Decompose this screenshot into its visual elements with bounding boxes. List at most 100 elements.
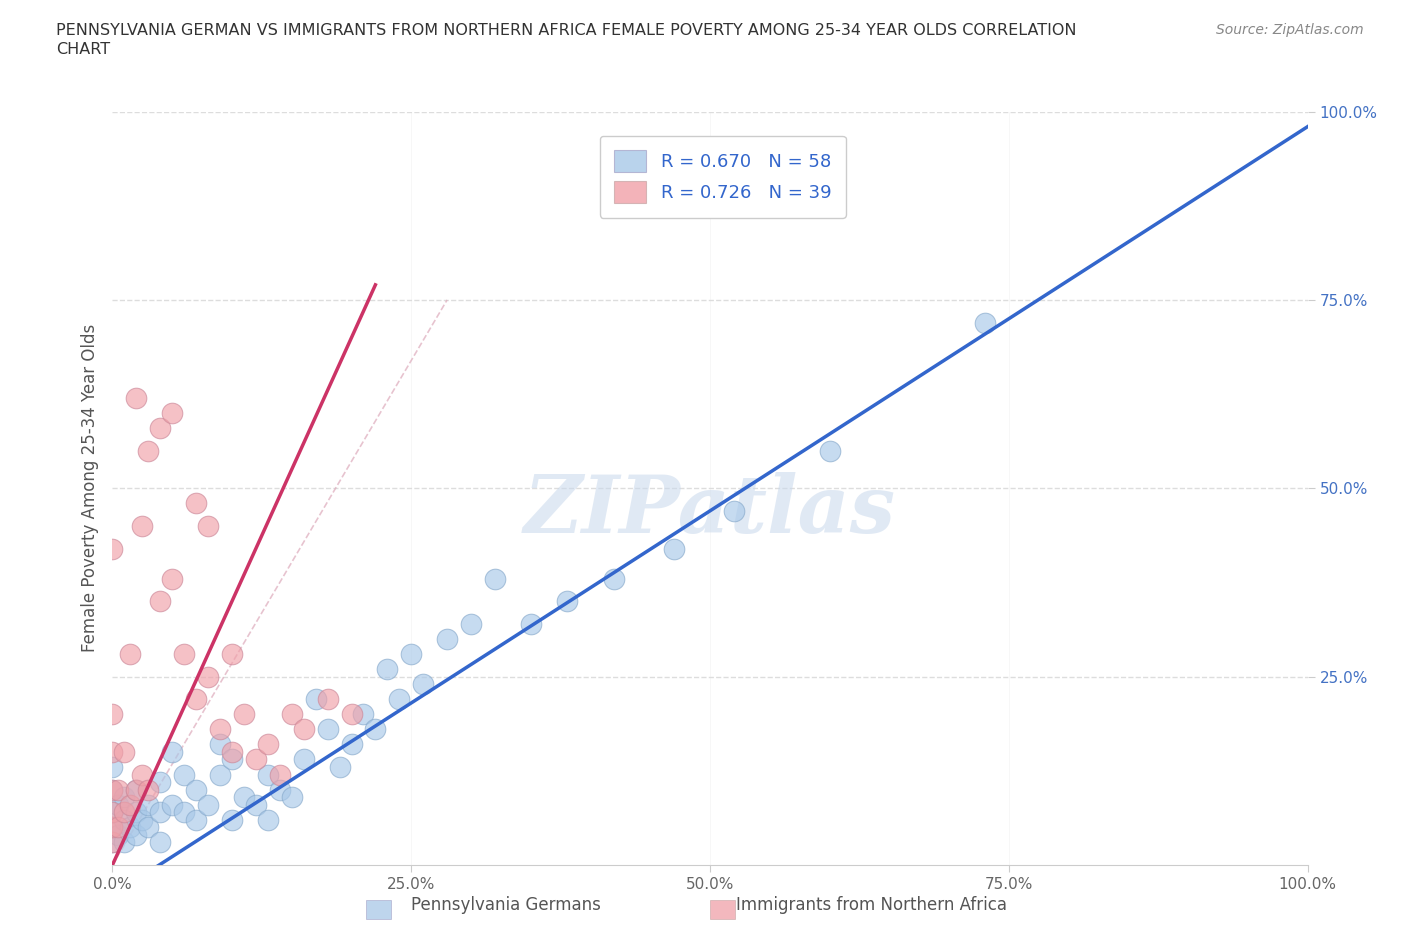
Text: ZIPatlas: ZIPatlas <box>524 472 896 550</box>
Point <box>209 737 232 751</box>
Point <box>340 707 363 722</box>
Point <box>149 594 172 609</box>
Point <box>281 790 304 804</box>
Point <box>412 677 434 692</box>
Point <box>221 646 243 661</box>
Point <box>114 812 135 827</box>
Point <box>197 519 219 534</box>
Point <box>520 617 543 631</box>
Point <box>197 670 219 684</box>
Point <box>101 835 124 850</box>
Point <box>101 782 124 797</box>
Text: Pennsylvania Germans: Pennsylvania Germans <box>411 896 602 913</box>
Point <box>173 646 195 661</box>
Point <box>138 782 160 797</box>
Point <box>125 782 148 797</box>
Point <box>101 804 124 819</box>
Point <box>352 707 374 722</box>
Point <box>436 631 458 646</box>
Point <box>107 782 129 797</box>
Point <box>138 820 160 835</box>
Point <box>209 767 232 782</box>
Point <box>292 752 315 767</box>
Point <box>233 790 256 804</box>
Point <box>101 760 124 775</box>
Point <box>120 820 142 835</box>
Point <box>101 804 124 819</box>
Point <box>555 594 578 609</box>
Point <box>101 745 124 760</box>
Text: Immigrants from Northern Africa: Immigrants from Northern Africa <box>737 896 1007 913</box>
Point <box>120 646 142 661</box>
Point <box>162 405 183 420</box>
Point <box>818 444 841 458</box>
Point <box>162 571 183 586</box>
Point <box>120 797 142 812</box>
Point <box>603 571 626 586</box>
Point <box>233 707 256 722</box>
Point <box>197 797 219 812</box>
Point <box>257 812 280 827</box>
Point <box>114 835 135 850</box>
Point <box>107 820 129 835</box>
Point <box>269 767 291 782</box>
Point <box>131 767 153 782</box>
Point <box>329 760 352 775</box>
Point <box>101 541 124 556</box>
Y-axis label: Female Poverty Among 25-34 Year Olds: Female Poverty Among 25-34 Year Olds <box>80 325 98 652</box>
Point <box>107 797 129 812</box>
Point <box>114 804 135 819</box>
Point <box>292 722 315 737</box>
Point <box>125 391 148 405</box>
Point <box>125 804 148 819</box>
Point <box>131 519 153 534</box>
Point <box>149 835 172 850</box>
Point <box>974 315 997 330</box>
Text: CHART: CHART <box>56 42 110 57</box>
Point <box>186 782 208 797</box>
Point <box>388 692 411 707</box>
Point <box>221 745 243 760</box>
Point <box>125 782 148 797</box>
Point <box>114 745 135 760</box>
Point <box>162 745 183 760</box>
Text: Source: ZipAtlas.com: Source: ZipAtlas.com <box>1216 23 1364 37</box>
Point <box>186 812 208 827</box>
Point <box>281 707 304 722</box>
Point <box>101 782 124 797</box>
Point <box>162 797 183 812</box>
Point <box>221 812 243 827</box>
Point <box>340 737 363 751</box>
Point <box>114 790 135 804</box>
Point <box>723 503 745 518</box>
Point <box>101 835 124 850</box>
Point <box>149 804 172 819</box>
Point <box>149 775 172 790</box>
Point <box>257 737 280 751</box>
Point <box>101 707 124 722</box>
Point <box>245 752 267 767</box>
Point <box>131 812 153 827</box>
Point <box>138 797 160 812</box>
Point <box>305 692 328 707</box>
Point <box>125 828 148 843</box>
Point <box>186 496 208 511</box>
Point <box>138 444 160 458</box>
Point <box>173 767 195 782</box>
Point <box>209 722 232 737</box>
Point <box>269 782 291 797</box>
Text: PENNSYLVANIA GERMAN VS IMMIGRANTS FROM NORTHERN AFRICA FEMALE POVERTY AMONG 25-3: PENNSYLVANIA GERMAN VS IMMIGRANTS FROM N… <box>56 23 1077 38</box>
Point <box>173 804 195 819</box>
Point <box>221 752 243 767</box>
Point <box>316 692 339 707</box>
Point <box>377 661 399 676</box>
Point <box>460 617 482 631</box>
Point <box>107 828 129 843</box>
Point <box>364 722 387 737</box>
Point <box>664 541 686 556</box>
Point <box>245 797 267 812</box>
Point <box>186 692 208 707</box>
Point <box>149 420 172 435</box>
Point <box>401 646 423 661</box>
Point <box>316 722 339 737</box>
